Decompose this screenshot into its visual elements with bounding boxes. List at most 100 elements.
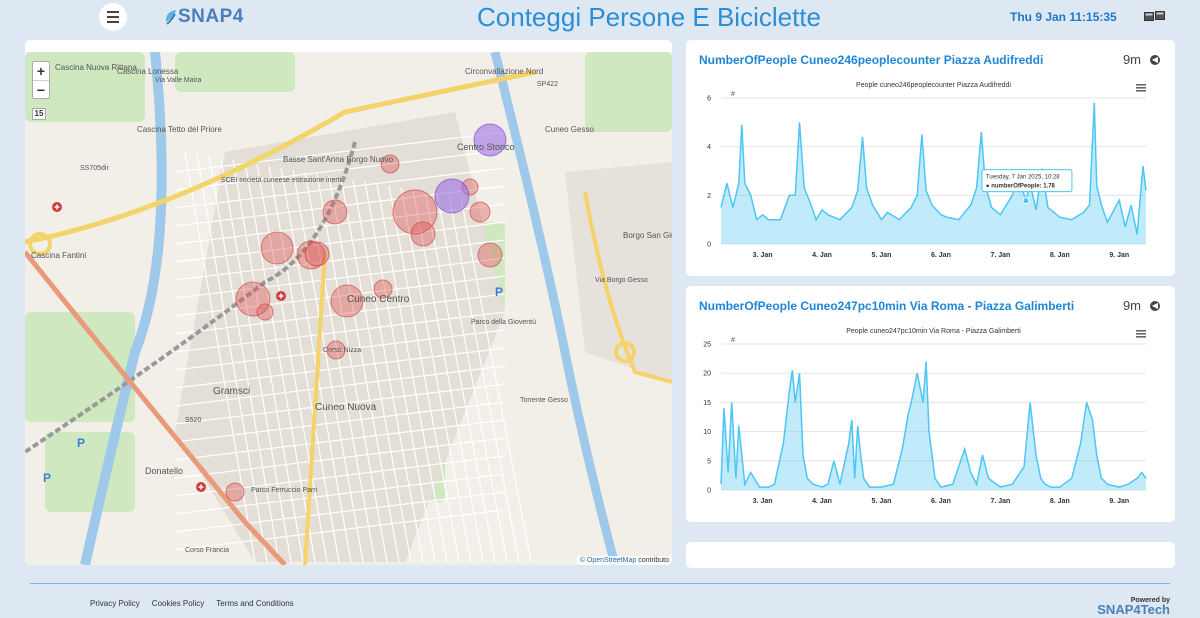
street xyxy=(184,151,256,563)
cookies-policy-link[interactable]: Cookies Policy xyxy=(151,599,205,608)
highway xyxy=(25,250,287,565)
street xyxy=(174,401,506,443)
back-arrow-icon[interactable]: ◀ xyxy=(1150,55,1160,65)
x-tick-label: 4. Jan xyxy=(812,498,832,505)
y-tick-label: 20 xyxy=(703,371,711,378)
x-tick-label: 7. Jan xyxy=(990,498,1010,505)
roundabout xyxy=(28,232,52,256)
y-tick-label: 6 xyxy=(707,96,711,103)
chart-menu-icon[interactable] xyxy=(1136,84,1146,92)
y-tick-label: 2 xyxy=(707,193,711,200)
street xyxy=(448,195,520,563)
railway xyxy=(25,141,357,454)
terms-link[interactable]: Terms and Conditions xyxy=(216,599,294,608)
street xyxy=(340,177,412,563)
chart-menu-icon-bar xyxy=(1136,84,1146,86)
street xyxy=(174,365,506,407)
hospital-icon-cross xyxy=(54,204,60,210)
street xyxy=(174,275,506,317)
powered-by-label: Powered by xyxy=(1130,597,1170,604)
people-chart-galimberti[interactable]: People cuneo247pc10min Via Roma - Piazza… xyxy=(686,324,1175,514)
map-label: SCEI società cuneese estrazione inerti xyxy=(221,177,342,184)
map-attribution: © OpenStreetMap contributo xyxy=(576,556,672,565)
chart-menu-icon[interactable] xyxy=(1136,330,1146,338)
street xyxy=(364,181,436,563)
tooltip-box xyxy=(981,169,1073,193)
park-area xyxy=(45,432,135,512)
street xyxy=(316,173,388,563)
series-line xyxy=(720,102,1147,235)
x-tick-label: 9. Jan xyxy=(1109,252,1129,259)
chart-inner-title: People cuneo247pc10min Via Roma - Piazza… xyxy=(846,328,1021,335)
sensor-marker xyxy=(326,340,346,360)
hamburger-icon xyxy=(107,11,119,13)
map-label: Borgo San Giuseppe xyxy=(623,231,672,240)
parking-icon: P xyxy=(77,436,85,450)
map-label: Corso Francia xyxy=(185,547,229,554)
openstreetmap-link[interactable]: © OpenStreetMap xyxy=(579,557,637,564)
powered-by-badge[interactable]: Powered by SNAP4Tech xyxy=(1088,597,1170,616)
back-arrow-icon[interactable]: ◀ xyxy=(1150,301,1160,311)
x-tick-label: 6. Jan xyxy=(931,252,951,259)
sensor-marker xyxy=(256,303,274,321)
map-label: Donatello xyxy=(145,466,183,476)
fullscreen-icon[interactable] xyxy=(1144,11,1166,21)
map-panel: P P P Cascina Nuova Rittana Cascina Lonessa C… xyxy=(25,40,672,565)
map-label: Cuneo Nuova xyxy=(315,402,377,413)
street xyxy=(352,179,424,563)
x-tick-label: 5. Jan xyxy=(872,252,892,259)
y-axis-label: # xyxy=(731,337,735,344)
zoom-control: + − xyxy=(32,61,50,99)
x-tick-label: 5. Jan xyxy=(872,498,892,505)
street xyxy=(256,163,328,563)
footer-links: Privacy Policy Cookies Policy Terms and … xyxy=(90,599,294,608)
street xyxy=(292,169,364,563)
y-tick-label: 0 xyxy=(707,488,711,495)
people-chart-audifreddi[interactable]: People cuneo246peoplecounter Piazza Audi… xyxy=(686,78,1175,268)
street xyxy=(174,311,506,353)
snap4-logo[interactable]: SNAP4 xyxy=(164,4,244,30)
street xyxy=(174,131,506,173)
zoom-in-button[interactable]: + xyxy=(36,63,46,79)
y-tick-label: 5 xyxy=(707,458,711,465)
sensor-marker xyxy=(260,231,294,265)
zoom-out-button[interactable]: − xyxy=(33,80,49,98)
sensor-marker xyxy=(225,482,245,502)
menu-button[interactable] xyxy=(99,3,127,31)
sensor-marker xyxy=(296,240,326,270)
privacy-policy-link[interactable]: Privacy Policy xyxy=(90,599,140,608)
street xyxy=(174,257,506,299)
map-label: Cuneo Centro xyxy=(347,294,410,305)
map-label: Torrente Gesso xyxy=(520,397,568,404)
zoom-level-badge: 15 xyxy=(32,108,46,120)
street xyxy=(328,175,400,563)
x-tick-label: 4. Jan xyxy=(812,252,832,259)
street xyxy=(400,187,472,563)
street xyxy=(208,155,280,563)
street xyxy=(174,437,506,479)
street xyxy=(436,193,508,563)
map-label: Basse Sant'Anna Borgo Nuovo xyxy=(283,155,394,164)
parking-icon: P xyxy=(43,471,51,485)
bike-sensor-marker xyxy=(434,178,470,214)
hospital-icon xyxy=(196,482,206,492)
y-axis-label: # xyxy=(731,91,735,98)
chart-tooltip: Tuesday, 7 Jan 2025, 10:28 ● numberOfPeop… xyxy=(981,169,1073,193)
street xyxy=(174,293,506,335)
map-label: Cuneo Gesso xyxy=(545,125,594,134)
river-gesso xyxy=(490,52,620,565)
sensor-marker xyxy=(410,221,436,247)
street xyxy=(412,189,484,563)
city-map[interactable]: P P P Cascina Nuova Rittana Cascina Lonessa C… xyxy=(25,52,672,565)
sensor-marker xyxy=(330,284,364,318)
series-line xyxy=(720,361,1147,488)
series-area xyxy=(721,102,1146,245)
via-borgo-gesso-road xyxy=(583,191,672,384)
park-area xyxy=(175,52,295,92)
x-tick-label: 9. Jan xyxy=(1109,498,1129,505)
river-stura xyxy=(80,52,167,565)
x-tick-label: 3. Jan xyxy=(753,252,773,259)
map-label: SP422 xyxy=(537,81,558,88)
map-label: S520 xyxy=(185,417,201,424)
main-road xyxy=(25,69,536,245)
